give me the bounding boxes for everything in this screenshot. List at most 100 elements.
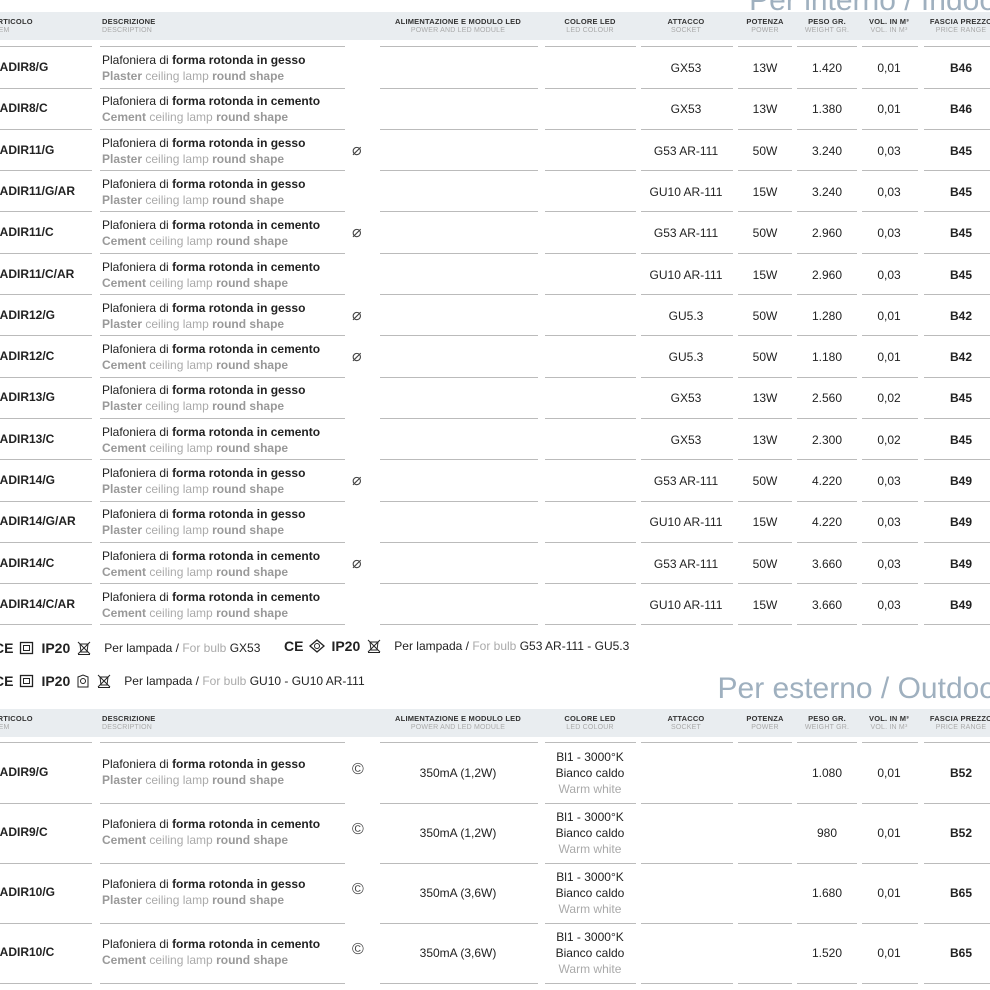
row-separator [738,583,792,585]
row-separator [924,170,990,172]
header-it: DESCRIZIONE [102,17,156,26]
led-colour: Bl1 - 3000°K [556,750,624,764]
desc-text: ceiling lamp [145,893,209,907]
power: 50W [752,350,778,365]
symbol: ⌀ [352,348,362,366]
row-separator [100,541,345,543]
row-separator [100,46,345,47]
desc-text: forma rotonda in gesso [172,757,306,771]
row-separator [797,335,857,337]
desc-text: Plafoniera di [102,218,169,233]
row-separator [0,541,92,543]
desc-text: forma rotonda in cemento [172,342,321,357]
header-en: PRICE RANGE [935,724,987,731]
desc-text: Plaster [102,773,143,787]
desc-it: Plafoniera di forma rotonda in cemento [102,817,320,831]
row-separator [380,742,538,743]
desc-text: Plafoniera di [102,300,169,315]
power: 15W [752,267,778,282]
desc-text: forma rotonda in gesso [172,53,306,67]
ip-rating: IP20 [41,673,71,689]
desc-text: ceiling lamp [149,833,213,847]
item-code: NADIR9/C [0,825,48,839]
cert-mark: CE [284,638,304,654]
row-separator [924,87,990,89]
desc-text: Plaster [102,482,143,496]
row-separator [0,211,92,213]
row-separator [380,862,538,864]
row-separator [380,211,538,213]
row-separator [862,624,918,626]
row-separator [0,500,92,502]
socket: G53 AR-111 [653,143,719,158]
led-colour: Bl1 - 3000°K [556,870,624,884]
cert-mark: CE [0,640,14,656]
class-icon [20,674,34,688]
volume: 0,03 [877,184,901,199]
power: 50W [752,143,778,158]
row-separator [862,982,918,984]
desc-en: Cement ceiling lamp round shape [102,358,288,372]
row-separator [100,252,345,254]
note-bulb: GU10 - GU10 AR-111 [249,674,365,688]
row-separator [641,417,733,419]
desc-text: Plafoniera di [102,589,169,604]
desc-text: ceiling lamp [145,192,209,207]
row-separator [641,982,733,984]
row-separator [100,335,345,337]
row-separator [738,294,792,295]
row-separator [924,252,990,254]
price-range: B49 [949,515,972,530]
weight: 3.660 [811,556,843,571]
desc-text: forma rotonda in gesso [172,877,306,891]
row-separator [738,335,792,337]
header-it: PESO GR. [808,714,846,723]
row-separator [100,922,345,924]
row-separator [862,583,918,585]
desc-it: Plafoniera di forma rotonda in gesso [102,757,305,771]
row-separator [380,128,538,130]
row-separator [100,417,345,419]
desc-en: Cement ceiling lamp round shape [102,276,288,290]
row-separator [0,294,92,295]
row-separator [862,922,918,924]
led-colour: Bl1 - 3000°K [556,810,624,824]
desc-text: forma rotonda in cemento [172,259,321,274]
desc-text: ceiling lamp [145,399,209,414]
desc-text: round shape [216,234,289,249]
row-separator [797,417,857,419]
row-separator [924,624,990,626]
row-separator [0,335,92,337]
symbol: © [352,761,364,778]
row-separator [641,87,733,89]
weight: 1.680 [811,886,843,900]
led-colour: Warm white [558,962,622,976]
weight: 2.560 [811,391,843,406]
desc-en: Cement ceiling lamp round shape [102,833,288,847]
row-separator [738,128,792,130]
row-separator [641,802,733,804]
row-separator [924,742,990,743]
row-separator [924,294,990,295]
row-separator [0,922,92,924]
row-separator [380,376,538,378]
row-separator [0,170,92,172]
desc-text: forma rotonda in cemento [172,937,321,951]
volume: 0,01 [877,102,901,117]
power-module: 350mA (3,6W) [419,946,497,960]
desc-text: Plafoniera di [102,259,169,274]
desc-text: forma rotonda in cemento [172,817,321,831]
row-separator [545,982,636,984]
row-separator [862,128,918,130]
row-separator [862,335,918,337]
header-it: FASCIA PREZZO [929,17,990,26]
row-separator [545,87,636,89]
led-colour: Bianco caldo [555,886,625,900]
desc-text: forma rotonda in gesso [172,300,306,315]
header-it: VOL. IN M³ [869,17,909,26]
symbol: ⌀ [352,306,362,324]
socket: GU5.3 [668,350,704,365]
row-separator [100,459,345,461]
row-separator [924,335,990,337]
desc-text: ceiling lamp [149,358,213,373]
